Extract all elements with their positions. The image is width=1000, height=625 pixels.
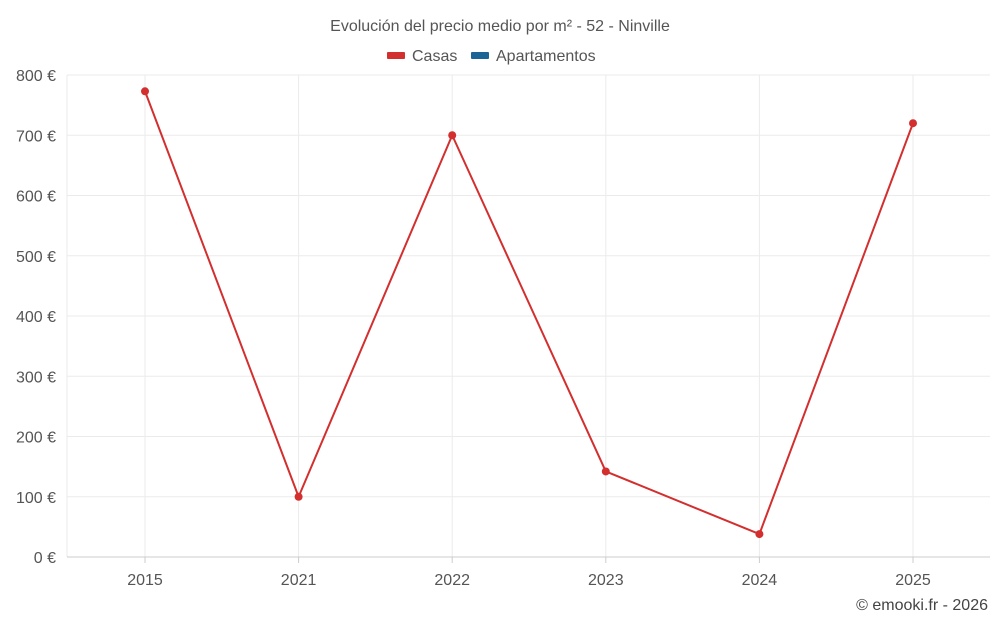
y-tick-label: 700 € — [16, 128, 56, 145]
data-point-casas-2015[interactable] — [141, 87, 149, 96]
y-tick-label: 600 € — [16, 189, 56, 206]
x-tick-label: 2023 — [588, 572, 624, 589]
legend-item-casas[interactable]: Casas — [387, 48, 457, 65]
x-tick-label: 2022 — [434, 572, 470, 589]
series-line-casas — [144, 90, 914, 536]
legend-label-apartamentos: Apartamentos — [496, 48, 596, 65]
legend-label-casas: Casas — [412, 48, 457, 65]
x-tick-label: 2024 — [742, 572, 778, 589]
series-layer — [141, 87, 917, 539]
y-tick-label: 400 € — [16, 309, 56, 326]
y-tick-label: 300 € — [16, 369, 56, 386]
y-tick-label: 200 € — [16, 430, 56, 447]
grid — [67, 74, 990, 557]
y-tick-label: 100 € — [16, 490, 56, 507]
x-tick-label: 2025 — [895, 572, 931, 589]
legend-swatch-casas — [387, 52, 405, 59]
x-tick-label: 2015 — [127, 572, 163, 589]
data-point-casas-2023[interactable] — [601, 467, 610, 476]
data-point-casas-2025[interactable] — [909, 119, 917, 128]
x-tick-label: 2021 — [281, 572, 317, 589]
y-tick-label: 800 € — [16, 68, 56, 85]
data-point-casas-2021[interactable] — [294, 492, 303, 501]
legend: Casas Apartamentos — [387, 48, 596, 65]
data-point-casas-2022[interactable] — [448, 131, 457, 140]
axes: 0 € 100 € 200 € 300 € 400 € 500 € 600 € 700 € 80… — [16, 68, 990, 589]
legend-item-apartamentos[interactable]: Apartamentos — [471, 48, 596, 65]
chart-credit: © emooki.fr - 2026 — [856, 597, 988, 614]
chart-title: Evolución del precio medio por m² - 52 -… — [330, 18, 670, 35]
y-tick-label: 500 € — [16, 249, 56, 266]
y-tick-label: 0 € — [34, 550, 56, 567]
legend-swatch-apartamentos — [471, 52, 489, 59]
data-point-casas-2024[interactable] — [755, 530, 764, 539]
